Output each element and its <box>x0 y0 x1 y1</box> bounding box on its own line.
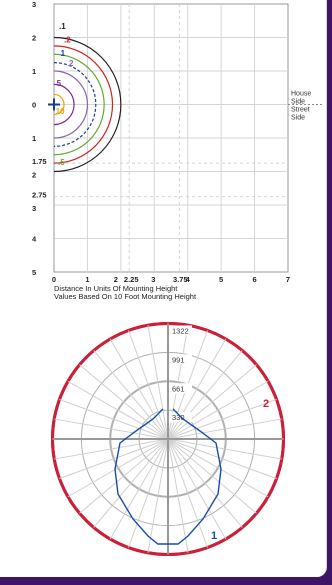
x-tick-label: 3.75 <box>173 275 188 284</box>
contour-label: .2 <box>64 36 71 45</box>
ring-label-bg <box>170 383 192 394</box>
y-tick-label: 1.75 <box>32 157 47 166</box>
content-panel: .1.2 1 2 5 10.5 3 2 1 0 1 1.75 2 2.75 3 4 5 0 1 2 2.25 3 3.75… <box>0 0 327 577</box>
y-tick-label: 2.75 <box>32 191 47 200</box>
series-2-label: 2 <box>263 398 269 410</box>
contour-line <box>53 62 97 147</box>
ring-label-bg <box>170 354 192 365</box>
contour-label: .1 <box>59 22 66 31</box>
chart-note: Values Based On 10 Foot Mounting Height <box>54 292 197 301</box>
y-tick-label: 4 <box>32 235 37 244</box>
polar-chart: 1322 991 661 330 1 2 <box>51 322 285 556</box>
contour-label: .5 <box>58 158 65 167</box>
x-tick-label: 1 <box>85 275 89 284</box>
contour-label: 1 <box>61 49 66 58</box>
y-tick-label: 0 <box>32 101 36 110</box>
contour-line <box>53 93 65 116</box>
x-tick-label: 6 <box>252 275 256 284</box>
x-axis-label: Distance In Units Of Mounting Height <box>54 284 178 293</box>
side-label: Street <box>291 107 310 114</box>
y-tick-label: 3 <box>32 0 36 9</box>
side-label: House <box>291 91 311 98</box>
side-label: Side <box>291 115 305 122</box>
x-tick-label: 7 <box>286 275 290 284</box>
y-tick-label: 2 <box>32 171 36 180</box>
contour-label: 5 <box>57 79 62 88</box>
side-label: Side <box>291 99 305 106</box>
contour-label: 10 <box>56 107 65 116</box>
contour-line <box>53 53 105 156</box>
polar-body: 1322 991 661 330 1 2 <box>51 322 285 556</box>
y-tick-label: 1 <box>32 134 36 143</box>
x-tick-label: 4 <box>186 275 191 284</box>
x-tick-label: 0 <box>52 275 56 284</box>
ring-label-bg <box>170 325 192 336</box>
contour-line <box>53 36 122 173</box>
contour-label: 2 <box>69 59 74 68</box>
y-tick-label: 5 <box>32 268 36 277</box>
ring-label: 991 <box>172 355 185 364</box>
series-1-curve <box>114 408 222 545</box>
y-tick-label: 1 <box>32 67 36 76</box>
contour-line <box>53 70 89 139</box>
contour-line <box>53 45 114 164</box>
series-1-label: 1 <box>211 530 217 542</box>
x-tick-label: 2 <box>114 275 118 284</box>
x-tick-label: 5 <box>219 275 223 284</box>
x-tick-label: 2.25 <box>124 275 139 284</box>
y-tick-label: 2 <box>32 34 36 43</box>
ring-label: 661 <box>172 384 185 393</box>
ring-label: 330 <box>172 413 185 422</box>
ring-label: 1322 <box>172 327 189 336</box>
y-tick-label: 3 <box>32 204 36 213</box>
x-tick-label: 3 <box>151 275 155 284</box>
contour-line <box>53 83 75 126</box>
